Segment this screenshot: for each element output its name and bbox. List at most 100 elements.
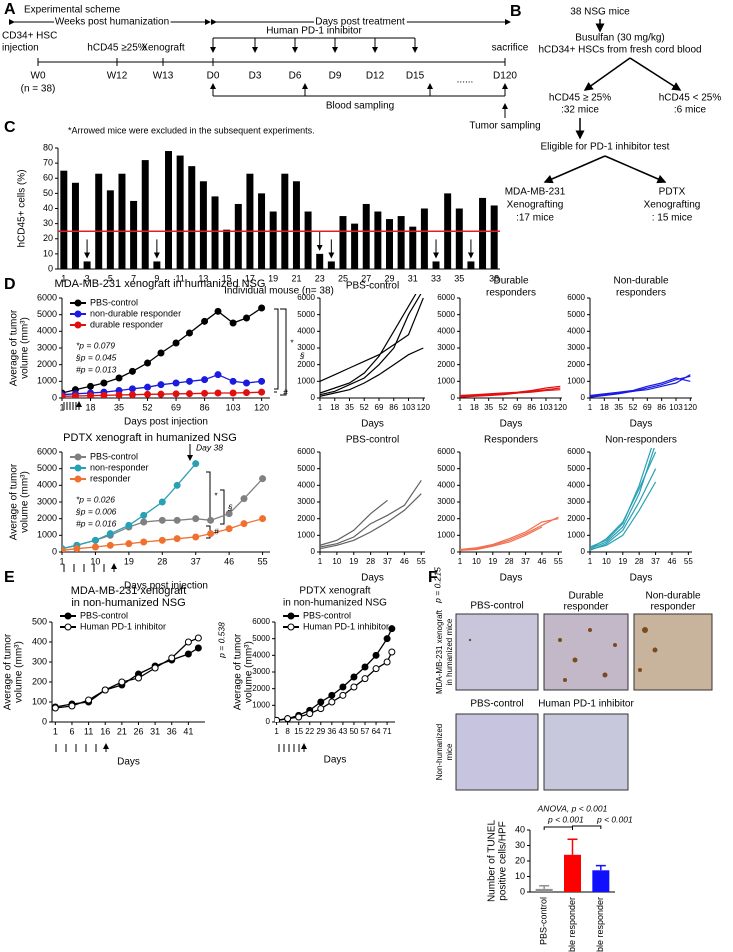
point — [372, 651, 380, 659]
bar — [467, 261, 475, 269]
x-tick-label: 9 — [154, 273, 159, 283]
point — [144, 359, 152, 367]
point — [173, 516, 181, 524]
legend-marker — [74, 464, 82, 472]
timepoint: D3 — [249, 71, 262, 82]
x-tick-label: 31 — [408, 273, 418, 283]
point — [62, 546, 66, 552]
flow-node: :17 mice — [516, 213, 554, 224]
x-axis-label: Days — [630, 419, 653, 430]
event: Tumor sampling — [469, 121, 540, 132]
bar — [409, 226, 417, 269]
point — [201, 376, 209, 384]
timeline — [9, 19, 511, 118]
y-tick-label: 2000 — [437, 360, 455, 369]
treatment-arrows — [55, 402, 304, 752]
x-tick-label: 64 — [372, 727, 381, 736]
x-tick-label: 52 — [143, 402, 153, 412]
x-tick-label: 46 — [224, 556, 234, 566]
bar — [281, 173, 289, 269]
annotation: p = 0.215 — [432, 567, 442, 604]
flow-node: :32 mice — [561, 105, 599, 116]
point — [157, 349, 165, 357]
plot-area — [320, 294, 424, 397]
flow-node: hCD45 < 25% — [659, 93, 722, 104]
x-tick-label: 28 — [366, 557, 375, 566]
y-tick-label: 0 — [581, 547, 586, 556]
x-tick-label: 25 — [338, 273, 348, 283]
line — [460, 385, 561, 397]
plot-area — [52, 634, 202, 712]
chart-title: MDA-MB-231 xenograft — [71, 585, 187, 597]
bar — [592, 870, 610, 892]
timepoint: D15 — [406, 71, 425, 82]
event: sacrifice — [492, 43, 529, 54]
panel-label: C — [4, 119, 16, 136]
y-tick-label: 100 — [32, 696, 47, 706]
x-tick-label: 50 — [349, 727, 358, 736]
y-tick-label: 4000 — [297, 326, 315, 335]
legend-marker — [74, 310, 82, 318]
significance-bracket — [543, 825, 602, 830]
chart-title: PBS-control — [346, 435, 399, 446]
chart-title: in non-humanized NSG — [71, 597, 185, 609]
x-tick-label: 35 — [345, 403, 354, 412]
x-tick-label: 103 — [539, 403, 553, 412]
x-tick-label: 15 — [294, 727, 303, 736]
chart-title: PDTX xenograft in humanized NSG — [63, 432, 237, 444]
point — [229, 377, 237, 385]
timepoint: W0 — [31, 71, 46, 82]
bar — [106, 190, 114, 269]
point — [185, 377, 193, 385]
y-tick-label: 3000 — [297, 497, 315, 506]
y-tick-label: 6000 — [37, 292, 57, 302]
y-tick-label: 5000 — [567, 310, 585, 319]
bar — [351, 223, 359, 269]
x-tick-label: 86 — [389, 403, 398, 412]
x-axis-label: Days — [500, 419, 523, 430]
y-tick-label: 6000 — [37, 446, 57, 456]
x-tick-label: 37 — [651, 557, 660, 566]
chart-title: responders — [486, 288, 536, 299]
y-tick-label: 3000 — [437, 343, 455, 352]
y-tick-label: 2000 — [567, 360, 585, 369]
line — [590, 377, 691, 397]
point — [225, 525, 233, 533]
y-axis-label: positive cells/HPF — [498, 821, 509, 900]
image-label: responder — [563, 602, 609, 613]
legend-label: responder — [90, 473, 131, 483]
x-tick-label: 1 — [59, 556, 64, 566]
legend-label: Human PD-1 inhibitor — [80, 621, 166, 631]
x-tick-label: 43 — [338, 727, 347, 736]
flow-node: :6 mice — [674, 105, 707, 116]
image-label: PBS-control — [470, 699, 523, 710]
y-tick-label: 80 — [43, 142, 53, 152]
x-tick-label: 1 — [53, 726, 58, 736]
point — [243, 314, 251, 322]
line — [590, 374, 691, 398]
point — [240, 520, 248, 528]
point — [172, 379, 180, 387]
annotation: p < 0.001 — [596, 814, 633, 824]
point — [158, 498, 166, 506]
plot-area — [460, 385, 561, 398]
x-tick-label: 46 — [400, 557, 409, 566]
y-tick-label: 5000 — [437, 464, 455, 473]
y-tick-label: 3000 — [567, 497, 585, 506]
x-axis-label: Days post injection — [124, 581, 208, 592]
x-tick-label: 1 — [458, 557, 463, 566]
plot-area — [590, 448, 657, 551]
event: Human PD-1 inhibitor — [266, 26, 362, 37]
bar — [339, 216, 347, 269]
x-tick-label: 35 — [114, 402, 124, 412]
y-tick-label: 4000 — [567, 480, 585, 489]
bar — [304, 211, 312, 269]
y-tick-label: 6000 — [437, 293, 455, 302]
point — [173, 535, 181, 543]
point — [192, 533, 200, 541]
y-tick-label: 5000 — [297, 464, 315, 473]
x-tick-label: 28 — [505, 557, 514, 566]
y-tick-label: 6000 — [297, 447, 315, 456]
x-tick-label: 69 — [171, 402, 181, 412]
x-axis-label: Days — [630, 573, 653, 584]
